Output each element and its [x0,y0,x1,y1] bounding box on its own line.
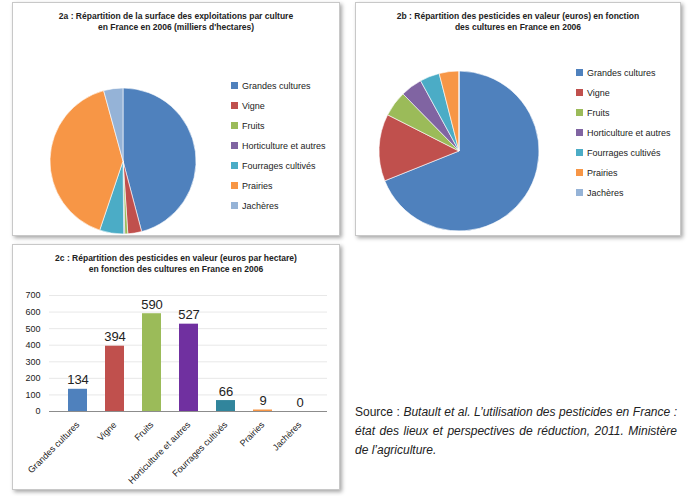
svg-text:Vigne: Vigne [587,88,610,98]
svg-text:Fruits: Fruits [587,108,610,118]
svg-text:700: 700 [25,290,40,300]
svg-text:Jachères: Jachères [587,188,624,198]
svg-text:Fourrages cultivés: Fourrages cultivés [170,419,229,478]
svg-text:600: 600 [25,307,40,317]
svg-text:Prairies: Prairies [242,181,273,191]
svg-text:400: 400 [25,340,40,350]
svg-text:590: 590 [141,297,163,312]
svg-text:527: 527 [178,307,200,322]
svg-text:Prairies: Prairies [238,419,267,448]
svg-text:394: 394 [104,329,126,344]
svg-text:Jachères: Jachères [271,419,304,452]
svg-text:9: 9 [259,393,266,408]
svg-text:200: 200 [25,373,40,383]
html-text:Source : Butault et al. L’util: Source : Butault et al. L’utilisation de… [355,405,677,458]
svg-text:100: 100 [25,390,40,400]
svg-text:Horticulture et autres: Horticulture et autres [242,141,326,151]
svg-text:Grandes cultures: Grandes cultures [242,81,311,91]
html-text:2b : Répartition des pesticide: 2b : Répartition des pesticides en valeu… [396,11,640,33]
svg-text:300: 300 [25,357,40,367]
svg-text:Fruits: Fruits [132,419,155,442]
html-text:2a : Répartition de la surface: 2a : Répartition de la surface des explo… [58,11,294,33]
svg-text:134: 134 [67,372,89,387]
svg-text:500: 500 [25,324,40,334]
html-text:2c : Répartition des pesticide: 2c : Répartition des pesticides en valeu… [55,253,297,275]
svg-text:Fruits: Fruits [242,121,265,131]
svg-text:Horticulture et autres: Horticulture et autres [126,419,192,485]
svg-text:Jachères: Jachères [242,201,279,211]
svg-text:Vigne: Vigne [95,420,118,443]
svg-text:Prairies: Prairies [587,168,618,178]
svg-text:Vigne: Vigne [242,101,265,111]
svg-text:0: 0 [35,406,40,416]
svg-text:Fourrages cultivés: Fourrages cultivés [242,161,316,171]
svg-text:Horticulture et autres: Horticulture et autres [587,128,671,138]
svg-text:0: 0 [296,395,303,410]
svg-text:66: 66 [219,384,233,399]
svg-text:Fourrages cultivés: Fourrages cultivés [587,148,661,158]
svg-text:Grandes cultures: Grandes cultures [26,419,82,475]
svg-text:Grandes cultures: Grandes cultures [587,68,656,78]
